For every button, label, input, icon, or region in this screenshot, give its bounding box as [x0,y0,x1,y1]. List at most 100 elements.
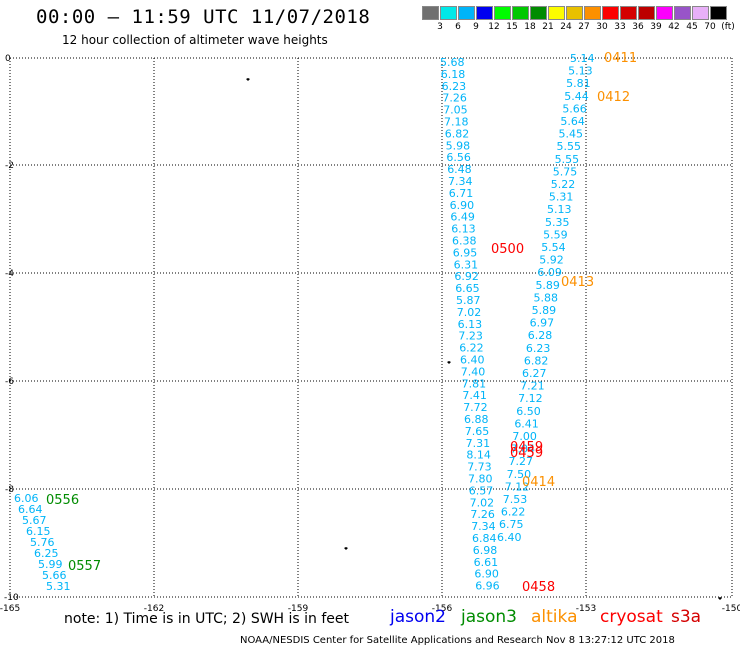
wave-height-value: 5.88 [534,291,559,304]
color-scale-label: 45 [686,22,698,32]
wave-height-value: 5.81 [566,77,591,90]
color-scale-label: 21 [542,22,554,32]
wave-height-value: 6.41 [514,417,539,430]
color-scale-label: 15 [506,22,518,32]
wave-height-value: 5.22 [551,178,576,191]
footnote: note: 1) Time is in UTC; 2) SWH is in fe… [64,611,350,627]
wave-height-value: 6.96 [475,580,500,593]
x-axis-tick-label: -156 [432,604,453,614]
color-scale-label: 30 [596,22,608,32]
track-time-label: 0557 [68,559,101,574]
wave-height-value: 5.45 [558,128,583,141]
color-scale-label: 33 [614,22,626,32]
y-axis-tick-label: -10 [4,593,19,603]
wave-height-value: 7.02 [470,496,495,509]
wave-height-value: 7.80 [468,473,493,486]
color-scale-label: 36 [632,22,644,32]
legend-item: jason2 [390,607,446,627]
wave-height-value: 6.64 [18,503,43,516]
color-swatch [692,6,709,20]
wave-height-value: 7.40 [461,365,486,378]
wave-height-value: 6.25 [34,547,59,560]
wave-height-value: 6.38 [452,235,477,248]
wave-height-value: 6.50 [516,405,541,418]
color-scale-label: 39 [650,22,662,32]
wave-height-value: 7.04 [510,443,534,456]
x-axis-tick-label: -150 [722,604,740,614]
track-time-label: 0459 [510,446,543,461]
track-time-label: 0459 [510,440,543,455]
wave-height-value: 6.71 [449,187,474,200]
wave-height-value: 5.98 [446,139,471,152]
wave-height-value: 6.82 [524,354,549,367]
wave-height-value: 6.57 [469,484,494,497]
color-swatch [638,6,655,20]
track-time-label: 0411 [604,51,637,66]
track-time-label: 0556 [46,493,79,508]
island-mark [447,361,451,364]
wave-height-value: 5.76 [30,536,55,549]
wave-height-value: 5.14 [570,52,595,65]
wave-height-value: 6.23 [442,80,467,93]
credit-line: NOAA/NESDIS Center for Satellite Applica… [240,635,675,646]
track-time-label: 0412 [597,90,630,105]
wave-height-value: 5.31 [549,191,574,204]
wave-height-value: 7.34 [471,520,496,533]
y-axis-tick-label: 0 [5,54,11,64]
wave-height-value: 6.48 [447,163,472,176]
wave-height-value: 5.66 [562,102,587,115]
wave-height-value: 6.98 [473,544,498,557]
track-time-label: 0458 [522,580,555,595]
track-time-label: 0414 [522,475,555,490]
wave-height-value: 5.35 [545,216,570,229]
legend-item: jason3 [461,607,517,627]
y-axis-tick-label: -4 [5,269,14,279]
wave-height-value: 7.00 [512,430,537,443]
wave-height-value: 7.73 [467,461,492,474]
y-axis-tick-label: -6 [5,377,14,387]
wave-height-value: 5.31 [46,580,71,593]
color-swatch [512,6,529,20]
wave-height-value: 6.27 [522,367,547,380]
wave-height-value: 6.88 [464,413,489,426]
color-swatch [530,6,547,20]
wave-height-value: 6.61 [474,556,499,569]
wave-height-value: 6.40 [497,531,522,544]
wave-height-value: 5.55 [555,153,580,166]
wave-height-value: 6.28 [528,329,553,342]
wave-height-value: 6.82 [445,127,470,140]
color-scale-label: 70 [704,22,716,32]
wave-height-value: 7.27 [509,455,534,468]
wave-height-value: 6.18 [441,68,466,81]
wave-height-value: 7.26 [470,508,495,521]
color-swatch [620,6,637,20]
wave-height-value: 6.90 [450,199,475,212]
wave-height-value: 5.66 [42,569,67,582]
track-time-label: 0500 [491,242,524,257]
color-swatch [422,6,439,20]
wave-height-value: 6.13 [451,223,476,236]
color-swatch [494,6,511,20]
legend-item: cryosat [600,607,663,627]
wave-height-value: 7.26 [442,92,467,105]
color-swatch [566,6,583,20]
wave-height-value: 7.72 [463,401,488,414]
wave-height-value: 6.84 [472,532,497,545]
color-swatch [458,6,475,20]
wave-height-value: 7.21 [520,380,545,393]
wave-height-value: 7.65 [465,425,490,438]
wave-height-value: 6.15 [26,525,51,538]
color-swatch [602,6,619,20]
wave-height-value: 6.40 [460,354,485,367]
wave-height-value: 5.13 [547,203,572,216]
wave-height-value: 5.44 [564,90,589,103]
wave-height-value: 7.50 [507,468,532,481]
x-axis-tick-label: -165 [0,604,20,614]
color-scale-label: (ft) [721,22,735,32]
wave-height-value: 5.59 [543,228,568,241]
wave-height-value: 5.87 [456,294,481,307]
wave-height-value: 6.31 [454,258,479,271]
wave-height-value: 6.56 [446,151,471,164]
wave-height-value: 5.89 [532,304,557,317]
